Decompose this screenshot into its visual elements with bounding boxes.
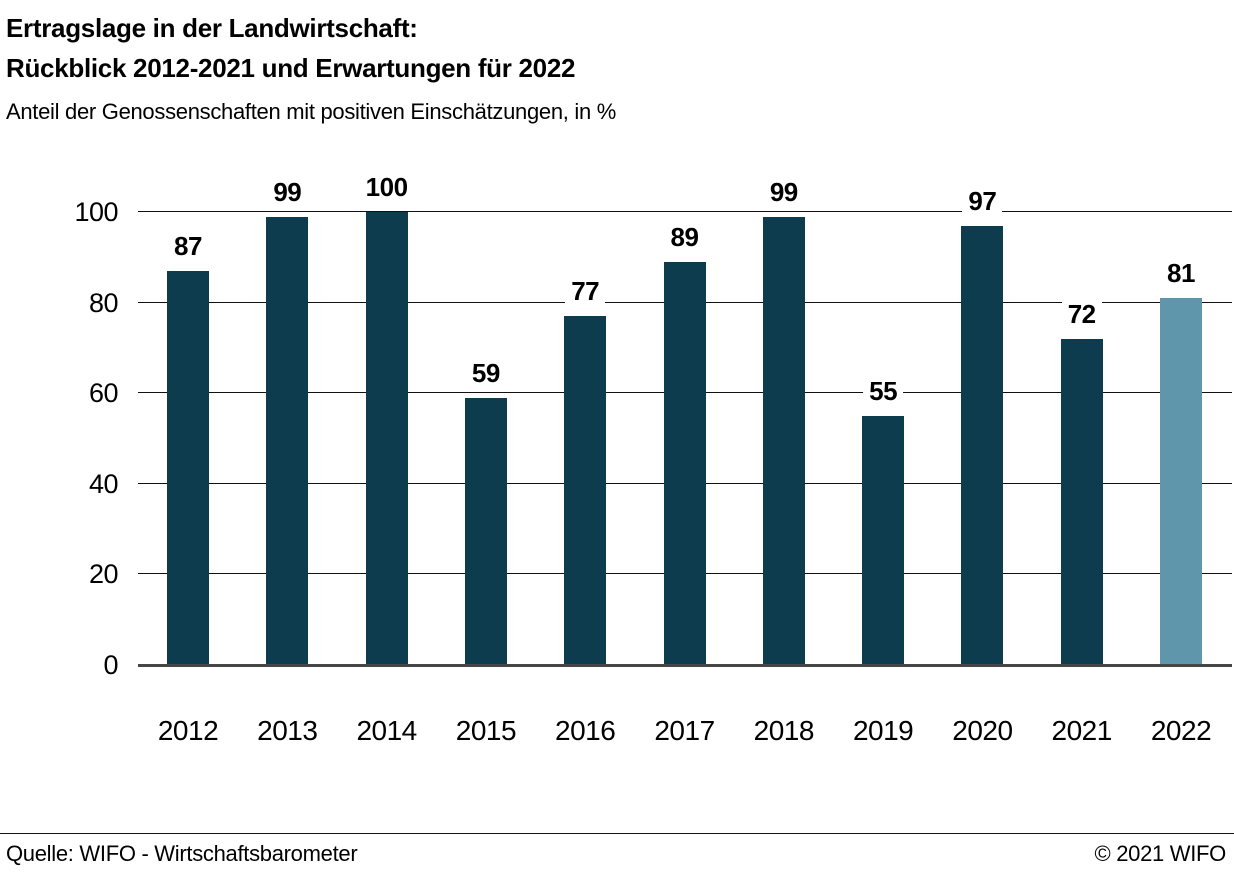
x-axis-label-2022: 2022 [1150,715,1212,746]
y-axis-label-20: 20 [88,559,119,590]
copyright-note: © 2021 WIFO [1094,841,1226,866]
y-axis-label-60: 60 [88,378,119,409]
bar-value-label-2021: 72 [1061,298,1102,329]
bar-value-label-2016: 77 [565,276,606,307]
bar-value-label-2012: 87 [168,230,208,261]
source-note: Quelle: WIFO - Wirtschaftsbarometer [6,841,358,866]
x-axis-label-2021: 2021 [1051,715,1113,746]
x-axis-label-2013: 2013 [257,715,318,746]
y-axis-label-100: 100 [74,197,118,227]
x-axis-label-2012: 2012 [157,715,219,746]
x-axis-label-2018: 2018 [753,715,815,746]
x-axis-label-2019: 2019 [852,715,914,746]
bar-2016 [564,316,607,665]
x-axis-label-2020: 2020 [952,715,1013,746]
y-axis-label-0: 0 [103,650,118,680]
x-axis-label-2017: 2017 [654,715,715,746]
chart-title-line1: Ertragslage in der Landwirtschaft: [6,13,418,43]
bar-2012 [167,270,209,665]
bar-2020 [961,225,1004,665]
bar-2021 [1060,338,1103,665]
x-axis-label-2015: 2015 [455,715,517,746]
bar-value-label-2022: 81 [1161,258,1201,289]
bar-value-label-2014: 100 [359,172,414,202]
bar-2014 [365,212,408,665]
bar-value-label-2013: 99 [267,176,308,207]
bar-2015 [464,397,507,665]
bar-value-label-2018: 99 [763,176,804,207]
y-axis-label-40: 40 [88,468,119,499]
x-axis-label-2014: 2014 [356,715,417,746]
x-axis-label-2016: 2016 [555,715,616,746]
bar-value-label-2020: 97 [962,185,1003,216]
y-axis-label-80: 80 [88,287,119,318]
bar-chart: 0 20 40 60 80 100 87 2012 99 2013 100 2014 59 2015 77 2… [74,172,1232,746]
bar-value-label-2017: 89 [664,221,705,252]
chart-title-line2: Rückblick 2012-2021 und Erwartungen für … [6,53,576,83]
chart-title: Ertragslage in der Landwirtschaft: Rückb… [6,8,575,88]
bar-2022 [1160,298,1202,665]
gridline-100 [138,211,1232,212]
footer-divider [0,833,1234,834]
bar-2018 [762,216,805,665]
bar-value-label-2015: 59 [465,357,506,388]
chart-subtitle: Anteil der Genossenschaften mit positive… [6,99,616,124]
bar-2013 [266,216,309,665]
bar-2017 [663,261,706,665]
bar-2019 [862,415,905,665]
x-axis-baseline [138,664,1232,667]
bar-value-label-2019: 55 [863,375,904,406]
